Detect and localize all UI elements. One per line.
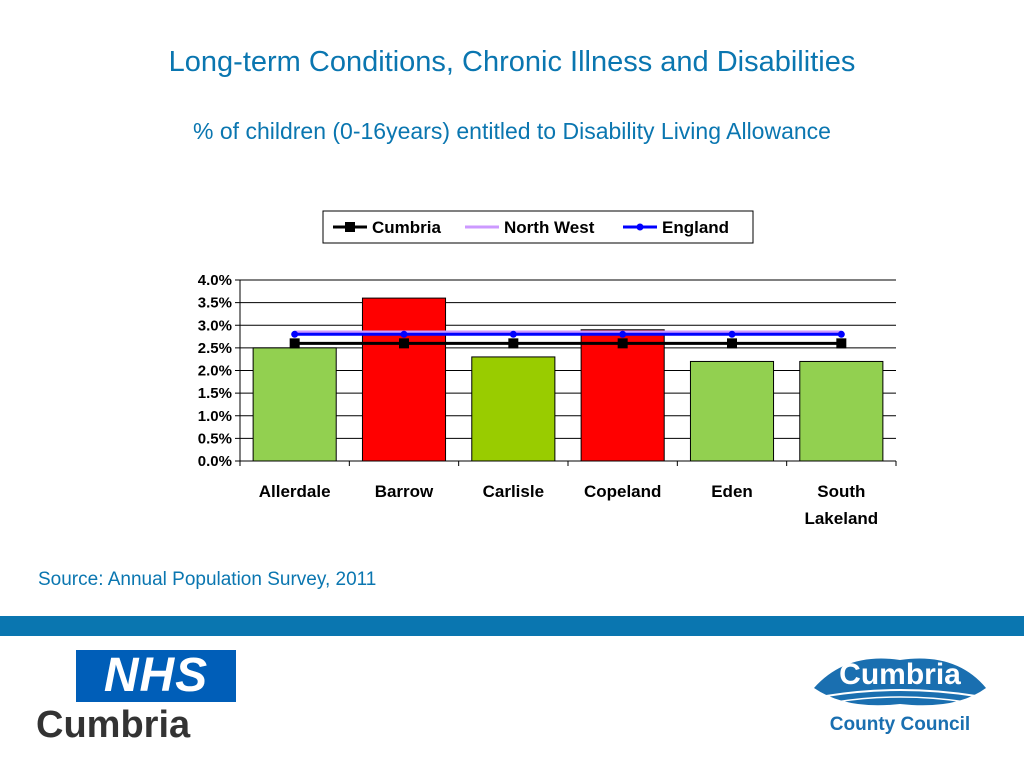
y-tick-label: 3.5%: [198, 295, 232, 312]
legend-label-north-west: North West: [504, 218, 595, 237]
nhs-mark: NHS: [76, 650, 236, 702]
bar-eden: [689, 360, 775, 462]
x-tick-label: Barrow: [375, 482, 434, 501]
bar-south-lakeland: [799, 360, 884, 462]
x-tick-label: South Lakeland: [804, 482, 878, 528]
x-tick-label: Copeland: [584, 482, 661, 501]
y-tick-label: 0.5%: [198, 430, 232, 447]
mountain-emblem-icon: [814, 658, 986, 706]
y-tick-label: 2.0%: [198, 363, 232, 380]
point-england: [509, 330, 517, 338]
disability-allowance-chart: 0.0% 0.5% 1.0% 1.5% 2.0% 2.5% 3.0% 3.5% 4.0% Alle…: [198, 210, 897, 528]
point-cumbria: [727, 338, 737, 349]
y-tick-label: 3.0%: [198, 317, 232, 334]
y-tick-label: 0.0%: [198, 453, 232, 470]
point-cumbria: [289, 338, 300, 349]
point-cumbria: [836, 338, 847, 349]
slide-title: Long-term Conditions, Chronic Illness an…: [168, 46, 856, 78]
y-tick-label: 4.0%: [198, 272, 232, 289]
council-subtitle: County Council: [829, 714, 971, 735]
x-tick-label: Eden: [711, 482, 753, 501]
point-cumbria: [508, 338, 519, 349]
source-note: Source: Annual Population Survey, 2011: [38, 569, 377, 590]
nhs-region-name: Cumbria: [36, 704, 191, 746]
y-tick-label: 2.5%: [198, 340, 232, 357]
legend-box: [322, 210, 754, 244]
y-tick-label: 1.0%: [198, 408, 232, 425]
legend-label-cumbria: Cumbria: [372, 218, 442, 237]
point-england: [400, 330, 408, 338]
slide-subtitle: % of children (0-16years) entitled to Di…: [193, 118, 831, 144]
legend-label-england: England: [662, 218, 729, 237]
point-england: [728, 330, 736, 338]
bar-allerdale: [252, 347, 337, 462]
cumbria-county-council-logo: Cumbria County Council: [806, 648, 994, 748]
x-tick-label: Carlisle: [483, 482, 544, 501]
bar-carlisle: [471, 356, 556, 462]
point-england: [291, 330, 299, 338]
footer-band: [0, 616, 1024, 636]
point-cumbria: [399, 338, 409, 349]
legend-marker-england: [636, 223, 644, 231]
point-england: [837, 330, 845, 338]
bar-barrow: [361, 297, 447, 462]
point-cumbria: [617, 338, 628, 349]
point-england: [619, 330, 627, 338]
legend-marker-cumbria: [345, 222, 355, 232]
council-name: Cumbria: [839, 658, 961, 691]
x-tick-label: Allerdale: [259, 482, 331, 501]
y-tick-label: 1.5%: [198, 385, 232, 402]
bar-copeland: [580, 329, 665, 462]
